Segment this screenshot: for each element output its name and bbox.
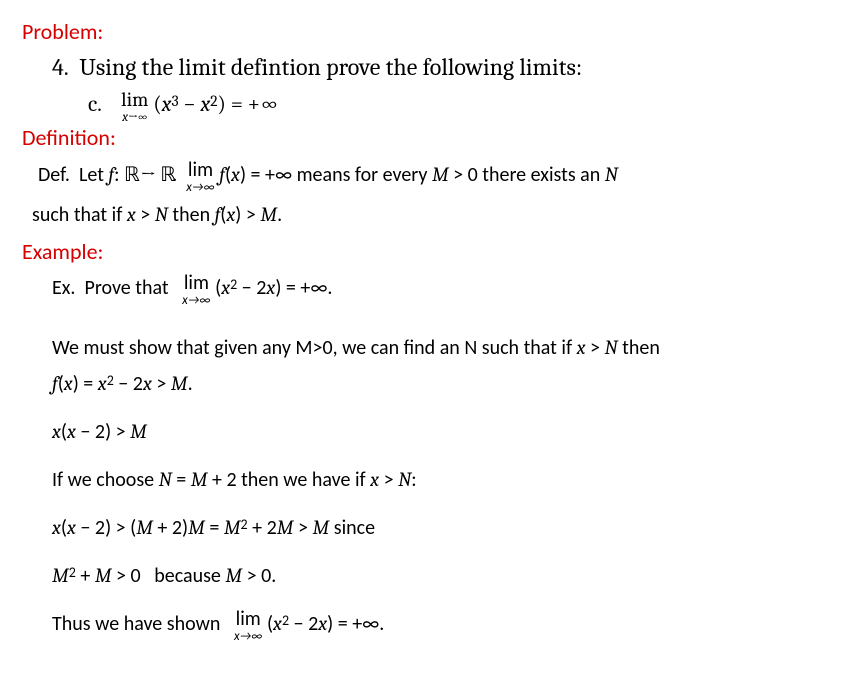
example-statement: Ex. Prove that limx→∞ (x2 − 2x) = +∞. [52, 273, 828, 307]
example-para-1a: We must show that given any M>0, we can … [52, 333, 828, 363]
example-para-2: x(x − 2) > M [52, 417, 828, 447]
example-para-1b: f(x) = x2 − 2x > M. [52, 369, 828, 399]
heading-example: Example: [22, 236, 828, 268]
definition-line-1: Def. Let f: ℝ → ℝ. limx→∞ f(x) = +∞ mean… [38, 160, 828, 194]
problem-text: Using the limit defintion prove the foll… [79, 53, 582, 81]
problem-line: 4. Using the limit defintion prove the f… [52, 50, 828, 85]
sub-expression: limx→∞ (x3 − x2) = +∞ [121, 91, 279, 117]
definition-line-2: such that if x > N then f(x) > M. [32, 200, 828, 230]
example-para-4: x(x − 2) > (M + 2)M = M2 + 2M > M since [52, 513, 828, 543]
example-para-5: M2 + M > 0 because M > 0. [52, 561, 828, 591]
example-conclusion: Thus we have shown limx→∞ (x2 − 2x) = +∞… [52, 609, 828, 643]
example-para-3: If we choose N = M + 2 then we have if x… [52, 465, 828, 495]
problem-sub-c: c. limx→∞ (x3 − x2) = +∞ [88, 89, 828, 124]
sub-label: c. [88, 91, 102, 117]
heading-problem: Problem: [22, 16, 828, 48]
heading-definition: Definition: [22, 122, 828, 154]
problem-number: 4. [52, 53, 69, 81]
